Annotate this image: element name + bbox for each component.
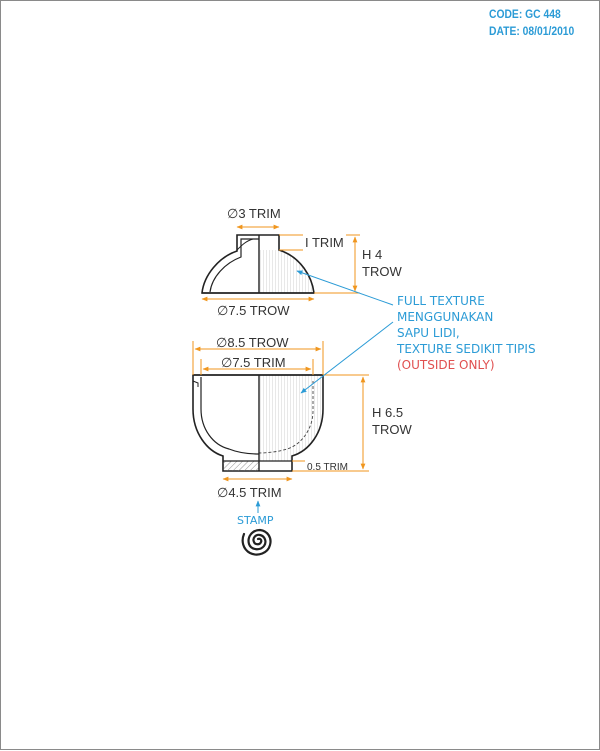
lid-height-label: H 4 [362,247,382,262]
bowl-foot-hatch [223,461,259,471]
note-leader-lid [296,270,394,306]
lid-top-diameter-label: ∅3 TRIM [227,206,281,221]
bowl-rim-detail [192,380,199,387]
lid-drawing [201,234,315,294]
code-label: CODE: GC 448 [489,7,561,21]
bowl-outline [192,374,324,472]
note-line-3: SAPU LIDI, [397,326,460,340]
bowl-height-unit: TROW [372,422,412,437]
stamp-label: STAMP [237,514,274,527]
lid-knob-height-label: I TRIM [305,235,344,250]
lid-height-unit: TROW [362,264,402,279]
spiral-stamp-icon [241,528,272,556]
texture-note: FULL TEXTURE MENGGUNAKAN SAPU LIDI, TEXT… [296,270,536,394]
stamp-block: STAMP [237,500,274,556]
bowl-foot-height-label: 0.5 TRIM [307,462,348,473]
header-block: CODE: GC 448 DATE: 08/01/2010 [489,6,574,40]
note-line-4: TEXTURE SEDIKIT TIPIS [396,342,536,356]
bowl-foot-diameter-label: ∅4.5 TRIM [217,485,282,500]
lid-dimensions: ∅3 TRIM I TRIM H 4 TROW ∅7.5 TROW [201,206,402,318]
lid-texture [259,250,314,293]
bowl-dimensions: ∅8.5 TROW ∅7.5 TRIM H 6.5 TROW 0.5 TRIM … [192,335,412,500]
bowl-drawing [192,374,324,472]
note-outside-only: (OUTSIDE ONLY) [397,358,495,372]
note-line-2: MENGGUNAKAN [397,310,493,324]
lid-knob-section [236,238,254,251]
bowl-rim-diameter-label: ∅7.5 TRIM [221,355,286,370]
bowl-outer-diameter-label: ∅8.5 TROW [216,335,289,350]
note-leader-bowl [300,321,394,394]
lid-bottom-diameter-label: ∅7.5 TROW [217,303,290,318]
bowl-texture [259,375,323,461]
bowl-inner-wall [200,377,260,455]
date-label: DATE: 08/01/2010 [489,24,575,38]
lid-inner-wall [209,238,259,293]
note-line-1: FULL TEXTURE [397,294,485,308]
bowl-height-label: H 6.5 [372,405,403,420]
